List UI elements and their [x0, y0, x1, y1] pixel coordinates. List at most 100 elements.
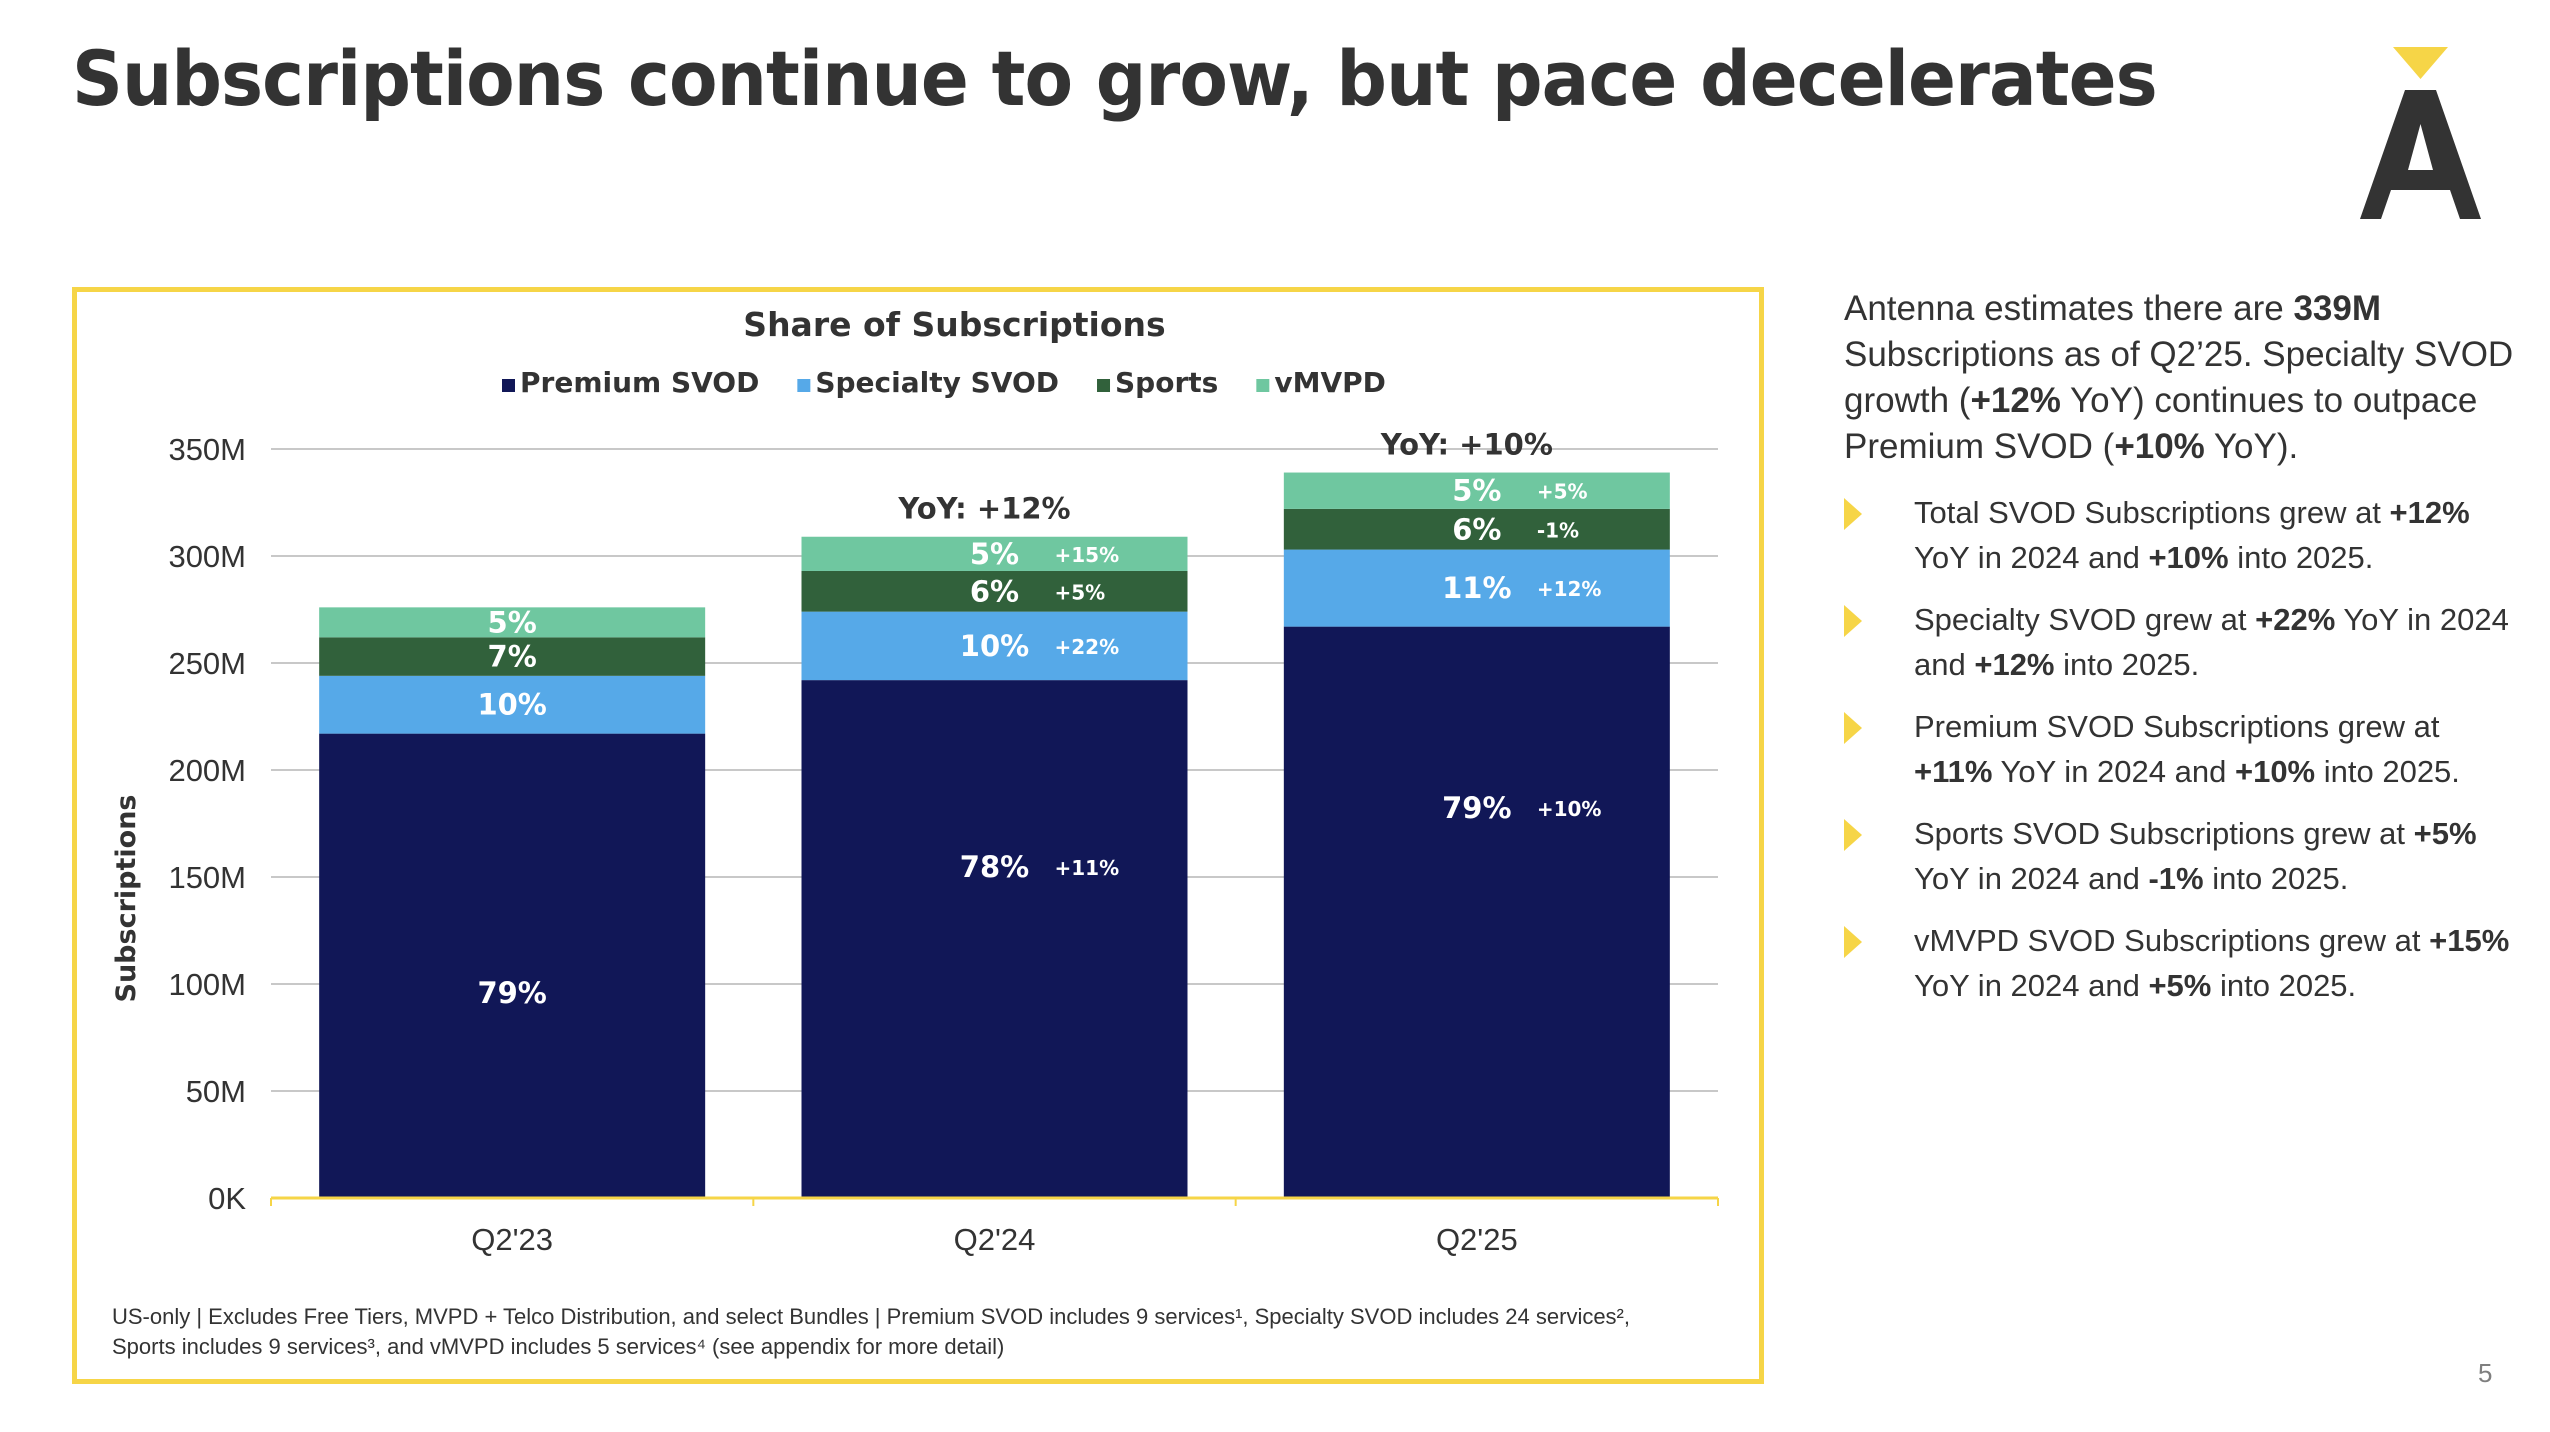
- x-tick-label: Q2'23: [471, 1222, 553, 1257]
- bar-segment: [1283, 508, 1670, 550]
- share-label: 78%: [960, 850, 1029, 884]
- highlight-value: +10%: [2234, 754, 2316, 789]
- share-label: 79%: [1442, 791, 1511, 825]
- highlight-value: +12%: [2389, 495, 2470, 530]
- bar-segment: [319, 637, 706, 676]
- highlight-value: +11%: [1914, 754, 1993, 789]
- bar-segment: [1283, 626, 1670, 1198]
- legend-label: Specialty SVOD: [815, 366, 1059, 399]
- share-label: 5%: [1452, 474, 1501, 508]
- antenna-logo-icon: [2360, 47, 2481, 219]
- stacked-bar-chart: Share of Subscriptions Premium SVOD Specia…: [111, 305, 1719, 1257]
- legend-label: Premium SVOD: [520, 366, 759, 399]
- text-run: Total SVOD Subscriptions grew at: [1914, 495, 2390, 530]
- bullet-list: Total SVOD Subscriptions grew at +12% Yo…: [1844, 490, 2524, 1008]
- bar-segment: [801, 570, 1188, 612]
- summary-paragraph: Antenna estimates there are 339M Subscri…: [1844, 286, 2524, 470]
- share-label: 6%: [1452, 512, 1501, 546]
- text-run: YoY).: [2204, 427, 2299, 466]
- slide-title: Subscriptions continue to grow, but pace…: [72, 34, 2158, 123]
- side-panel: Antenna estimates there are 339M Subscri…: [1844, 286, 2524, 1025]
- segment-yoy-label: +12%: [1537, 577, 1602, 601]
- text-run: Specialty SVOD grew at: [1914, 602, 2256, 637]
- segment-yoy-label: +5%: [1537, 480, 1588, 504]
- share-label: 5%: [970, 537, 1019, 571]
- total-yoy-label: YoY: +10%: [1380, 428, 1553, 462]
- y-axis-title: Subscriptions: [111, 795, 142, 1003]
- page-number: 5: [2478, 1358, 2493, 1388]
- text-run: YoY in 2024 and: [1914, 968, 2149, 1003]
- y-tick-label: 200M: [168, 753, 246, 788]
- bullet-arrow-icon: [1844, 605, 1862, 637]
- logo-triangle: [2393, 47, 2448, 79]
- highlight-value: +12%: [1970, 381, 2061, 420]
- share-label: 5%: [488, 605, 537, 639]
- bullet-text: Total SVOD Subscriptions grew at +12% Yo…: [1914, 495, 2470, 575]
- highlight-value: +10%: [2148, 540, 2229, 575]
- legend-swatch: [797, 379, 811, 392]
- y-tick-label: 300M: [168, 539, 246, 574]
- text-run: Premium SVOD Subscriptions grew at: [1914, 709, 2440, 744]
- y-tick-label: 250M: [168, 646, 246, 681]
- legend-swatch: [1256, 379, 1270, 392]
- bullet-item: Premium SVOD Subscriptions grew at +11% …: [1844, 704, 2524, 794]
- text-run: YoY in 2024 and: [1914, 540, 2149, 575]
- highlight-value: 339M: [2293, 289, 2381, 328]
- text-run: into 2025.: [2228, 540, 2374, 575]
- bullet-arrow-icon: [1844, 712, 1862, 744]
- segment-yoy-label: -1%: [1537, 518, 1579, 542]
- bullet-arrow-icon: [1844, 819, 1862, 851]
- share-label: 79%: [477, 976, 546, 1010]
- bar-segment: [1283, 549, 1670, 627]
- footnote-line-1: US-only | Excludes Free Tiers, MVPD + Te…: [112, 1304, 1630, 1329]
- text-run: into 2025.: [2054, 647, 2200, 682]
- share-label: 10%: [960, 629, 1029, 663]
- text-run: into 2025.: [2315, 754, 2460, 789]
- footnote: US-only | Excludes Free Tiers, MVPD + Te…: [112, 1302, 1762, 1362]
- text-run: Subscriptions as of Q2’25. Specialty SVO…: [1844, 335, 2514, 420]
- bar-segment: [1283, 472, 1670, 509]
- text-run: Antenna estimates there are: [1844, 289, 2294, 328]
- legend-label: Sports: [1115, 366, 1218, 399]
- share-label: 6%: [970, 574, 1019, 608]
- bullet-arrow-icon: [1844, 498, 1862, 530]
- highlight-value: +15%: [2429, 923, 2510, 958]
- segment-yoy-label: +11%: [1055, 856, 1120, 880]
- bullet-text: Sports SVOD Subscriptions grew at +5% Yo…: [1914, 816, 2477, 896]
- text-run: Sports SVOD Subscriptions grew at: [1914, 816, 2414, 851]
- chart-title: Share of Subscriptions: [743, 305, 1165, 344]
- text-run: YoY in 2024 and: [1992, 754, 2235, 789]
- share-label: 10%: [477, 688, 546, 722]
- bar-segment: [801, 680, 1188, 1198]
- highlight-value: +5%: [2413, 816, 2477, 851]
- bullet-item: Total SVOD Subscriptions grew at +12% Yo…: [1844, 490, 2524, 580]
- share-label: 7%: [488, 640, 537, 674]
- text-run: vMVPD SVOD Subscriptions grew at: [1914, 923, 2430, 958]
- highlight-value: +22%: [2255, 602, 2336, 637]
- segment-yoy-label: +10%: [1537, 797, 1602, 821]
- highlight-value: +12%: [1974, 647, 2055, 682]
- bullet-text: vMVPD SVOD Subscriptions grew at +15% Yo…: [1914, 923, 2509, 1003]
- text-run: YoY) continues to outpace Premium SVOD (: [1844, 381, 2478, 466]
- highlight-value: +5%: [2148, 968, 2212, 1003]
- bar-segment: [801, 536, 1188, 571]
- text-run: YoY in 2024 and: [1914, 602, 2509, 682]
- y-tick-label: 350M: [168, 432, 246, 467]
- bullet-item: Sports SVOD Subscriptions grew at +5% Yo…: [1844, 811, 2524, 901]
- y-tick-label: 150M: [168, 860, 246, 895]
- text-run: into 2025.: [2211, 968, 2357, 1003]
- bullet-arrow-icon: [1844, 926, 1862, 958]
- bar-segment: [319, 675, 706, 734]
- share-label: 11%: [1442, 571, 1511, 605]
- chart-container: Share of Subscriptions Premium SVOD Specia…: [72, 287, 1764, 1384]
- footnote-line-2: Sports includes 9 services³, and vMVPD i…: [112, 1334, 1005, 1359]
- legend-swatch: [1097, 379, 1111, 392]
- bullet-text: Premium SVOD Subscriptions grew at +11% …: [1914, 709, 2460, 789]
- highlight-value: -1%: [2148, 861, 2204, 896]
- x-tick-label: Q2'25: [1436, 1222, 1518, 1257]
- segment-yoy-label: +5%: [1055, 580, 1106, 604]
- bar-segment: [801, 611, 1188, 681]
- text-run: YoY in 2024 and: [1914, 861, 2149, 896]
- highlight-value: +10%: [2114, 427, 2205, 466]
- legend-label: vMVPD: [1274, 366, 1386, 399]
